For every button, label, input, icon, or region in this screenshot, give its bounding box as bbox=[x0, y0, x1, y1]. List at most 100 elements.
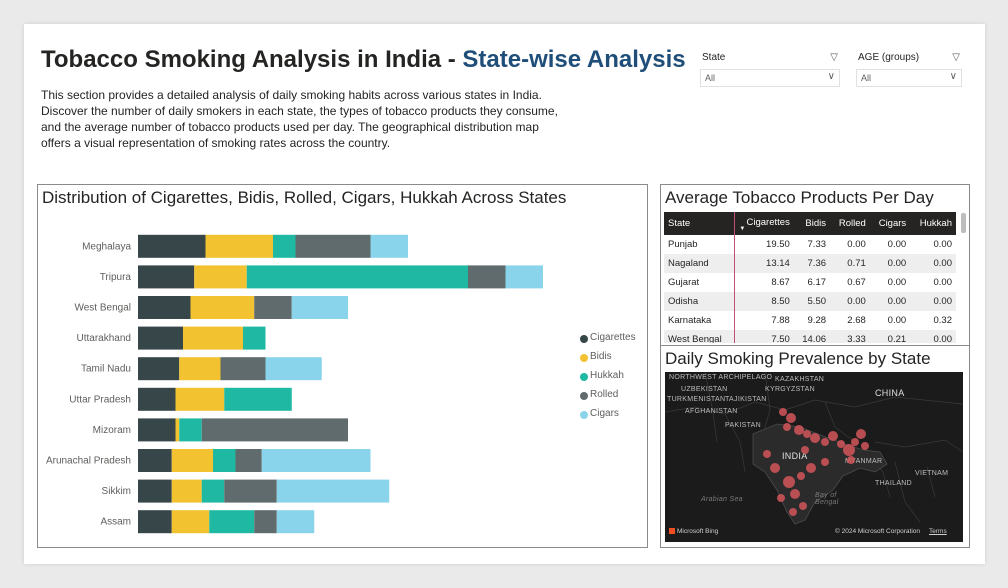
bar-segment-rolled[interactable] bbox=[224, 479, 277, 503]
bar-segment-hukkah[interactable] bbox=[201, 479, 225, 503]
bar-segment-cigarettes[interactable] bbox=[138, 296, 191, 319]
state-bubble[interactable] bbox=[828, 431, 838, 441]
stacked-bar-chart[interactable]: Meghalaya Tripura West Bengal Uttarakhand Ta… bbox=[38, 185, 647, 547]
bar-segment-hukkah[interactable] bbox=[179, 418, 202, 442]
bar-segment-bidis[interactable] bbox=[183, 326, 243, 350]
col-header-bidis[interactable]: Bidis bbox=[793, 212, 831, 235]
chevron-down-icon[interactable]: ▽ bbox=[830, 52, 838, 63]
state-bubble[interactable] bbox=[810, 433, 820, 443]
bar-segment-cigarettes[interactable] bbox=[138, 449, 172, 472]
map-panel[interactable]: Daily Smoking Prevalence by State NORTHW… bbox=[660, 345, 970, 548]
table-row[interactable]: Nagaland 13.14 7.36 0.71 0.00 0.00 bbox=[664, 254, 956, 273]
state-bubble[interactable] bbox=[799, 502, 807, 510]
bar-segment-bidis[interactable] bbox=[175, 387, 225, 411]
state-bubble[interactable] bbox=[847, 456, 855, 464]
bar-segment-hukkah[interactable] bbox=[246, 265, 468, 289]
bar-segment-bidis[interactable] bbox=[205, 234, 274, 258]
bar-segment-cigarettes[interactable] bbox=[138, 326, 183, 350]
sort-descending-icon[interactable]: ▼ bbox=[739, 225, 746, 232]
bar-segment-bidis[interactable] bbox=[194, 265, 247, 289]
bar-segment-cigarettes[interactable] bbox=[138, 234, 206, 258]
bar-segment-hukkah[interactable] bbox=[209, 510, 255, 534]
state-bubble[interactable] bbox=[803, 430, 811, 438]
bar-segment-bidis[interactable] bbox=[171, 510, 210, 534]
state-bubble[interactable] bbox=[801, 446, 809, 454]
chevron-down-icon[interactable]: ▽ bbox=[952, 52, 960, 63]
state-bubble[interactable] bbox=[856, 429, 866, 439]
age-slicer[interactable]: AGE (groups) ▽ All ∨ bbox=[856, 50, 962, 90]
bar-segment-rolled[interactable] bbox=[235, 449, 262, 472]
bar-segment-rolled[interactable] bbox=[220, 357, 266, 381]
smoking-prevalence-map[interactable]: NORTHWEST ARCHIPELAGO KAZAKHSTAN UZBEKIS… bbox=[665, 372, 963, 542]
bar-segment-bidis[interactable] bbox=[171, 479, 202, 503]
bar-segment-rolled[interactable] bbox=[468, 265, 506, 289]
bar-segment-bidis[interactable] bbox=[175, 418, 180, 442]
state-bubble[interactable] bbox=[794, 425, 804, 435]
avg-products-table[interactable]: State Cigarettes ▼ Bidis Rolled Cigars Hu… bbox=[664, 212, 956, 343]
col-header-rolled[interactable]: Rolled bbox=[830, 212, 870, 235]
state-bubble[interactable] bbox=[797, 472, 805, 480]
table-row[interactable]: Odisha 8.50 5.50 0.00 0.00 0.00 bbox=[664, 292, 956, 311]
bar-segment-rolled[interactable] bbox=[201, 418, 348, 442]
state-bubble[interactable] bbox=[821, 438, 829, 446]
table-row[interactable]: West Bengal 7.50 14.06 3.33 0.21 0.00 bbox=[664, 330, 956, 343]
table-scrollbar[interactable] bbox=[961, 213, 966, 233]
state-bubble[interactable] bbox=[783, 423, 791, 431]
bar-segment-hukkah[interactable] bbox=[243, 326, 266, 350]
state-dropdown[interactable]: All ∨ bbox=[700, 69, 840, 87]
bar-segment-cigars[interactable] bbox=[276, 479, 390, 503]
bar-segment-bidis[interactable] bbox=[190, 296, 255, 319]
bar-segment-rolled[interactable] bbox=[254, 510, 277, 534]
bar-segment-cigarettes[interactable] bbox=[138, 418, 176, 442]
bar-segment-hukkah[interactable] bbox=[213, 449, 236, 472]
bar-segment-hukkah[interactable] bbox=[273, 234, 296, 258]
bar-segment-cigarettes[interactable] bbox=[138, 265, 195, 289]
state-bubble[interactable] bbox=[837, 440, 845, 448]
bar-segment-cigarettes[interactable] bbox=[138, 357, 180, 381]
bar-segment-bidis[interactable] bbox=[179, 357, 221, 381]
bar-segment-cigars[interactable] bbox=[276, 510, 315, 534]
age-dropdown[interactable]: All ∨ bbox=[856, 69, 962, 87]
microsoft-bing-logo[interactable]: Microsoft Bing bbox=[669, 528, 718, 535]
table-row[interactable]: Karnataka 7.88 9.28 2.68 0.00 0.32 bbox=[664, 311, 956, 330]
table-row[interactable]: Gujarat 8.67 6.17 0.67 0.00 0.00 bbox=[664, 273, 956, 292]
bar-segment-bidis[interactable] bbox=[171, 449, 213, 472]
bar-segment-cigars[interactable] bbox=[265, 357, 322, 381]
bar-segment-rolled[interactable] bbox=[295, 234, 371, 258]
state-bubble[interactable] bbox=[770, 463, 780, 473]
state-bubble[interactable] bbox=[790, 489, 800, 499]
map-terms-link[interactable]: Terms bbox=[929, 528, 947, 535]
state-bubble[interactable] bbox=[861, 442, 869, 450]
table-cell: 0.00 bbox=[847, 239, 866, 250]
state-bubble[interactable] bbox=[779, 408, 787, 416]
bar-segment-rolled[interactable] bbox=[254, 296, 292, 319]
col-header-cigarettes[interactable]: Cigarettes ▼ bbox=[734, 212, 794, 235]
state-bubble[interactable] bbox=[783, 476, 795, 488]
chevron-down-icon[interactable]: ∨ bbox=[827, 71, 835, 82]
state-bubble[interactable] bbox=[843, 444, 855, 456]
bar-segment-cigars[interactable] bbox=[291, 296, 348, 319]
state-bubble[interactable] bbox=[806, 463, 816, 473]
state-bubble[interactable] bbox=[786, 413, 796, 423]
col-header-cigars[interactable]: Cigars bbox=[869, 212, 911, 235]
bar-segment-cigars[interactable] bbox=[505, 265, 544, 289]
table-row[interactable]: Punjab 19.50 7.33 0.00 0.00 0.00 bbox=[664, 235, 956, 254]
col-header-state[interactable]: State bbox=[664, 212, 735, 235]
map-bubble-layer[interactable] bbox=[665, 372, 963, 542]
bar-segment-cigarettes[interactable] bbox=[138, 510, 172, 534]
bar-segment-cigars[interactable] bbox=[370, 234, 409, 258]
bar-segment-cigarettes[interactable] bbox=[138, 479, 172, 503]
state-bubble[interactable] bbox=[777, 494, 785, 502]
state-slicer[interactable]: State ▽ All ∨ bbox=[700, 50, 840, 90]
state-bubble[interactable] bbox=[821, 458, 829, 466]
state-bubble[interactable] bbox=[789, 508, 797, 516]
bar-segment-cigars[interactable] bbox=[261, 449, 371, 472]
state-bubble[interactable] bbox=[763, 450, 771, 458]
bar-segment-cigarettes[interactable] bbox=[138, 387, 176, 411]
stacked-bar-chart-panel[interactable]: Distribution of Cigarettes, Bidis, Rolle… bbox=[37, 184, 648, 548]
state-bubble[interactable] bbox=[851, 438, 859, 446]
col-header-hukkah[interactable]: Hukkah bbox=[910, 212, 956, 235]
chevron-down-icon[interactable]: ∨ bbox=[949, 71, 957, 82]
bar-segment-hukkah[interactable] bbox=[224, 387, 292, 411]
table-panel[interactable]: Average Tobacco Products Per Day State C… bbox=[660, 184, 970, 347]
